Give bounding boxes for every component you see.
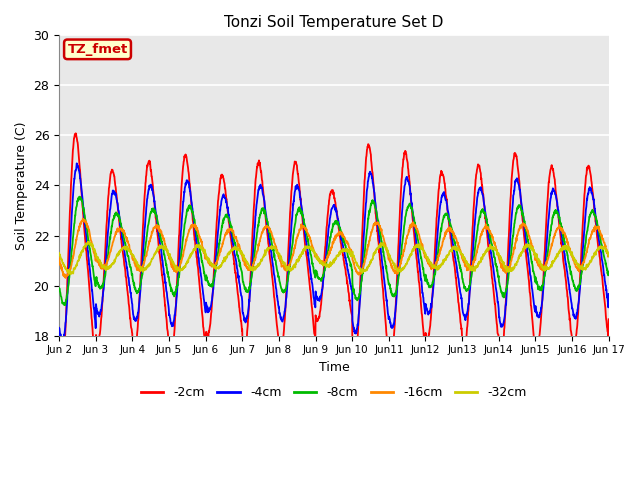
Title: Tonzi Soil Temperature Set D: Tonzi Soil Temperature Set D [224,15,444,30]
Legend: -2cm, -4cm, -8cm, -16cm, -32cm: -2cm, -4cm, -8cm, -16cm, -32cm [136,382,532,405]
Y-axis label: Soil Temperature (C): Soil Temperature (C) [15,121,28,250]
Text: TZ_fmet: TZ_fmet [67,43,127,56]
X-axis label: Time: Time [319,361,349,374]
